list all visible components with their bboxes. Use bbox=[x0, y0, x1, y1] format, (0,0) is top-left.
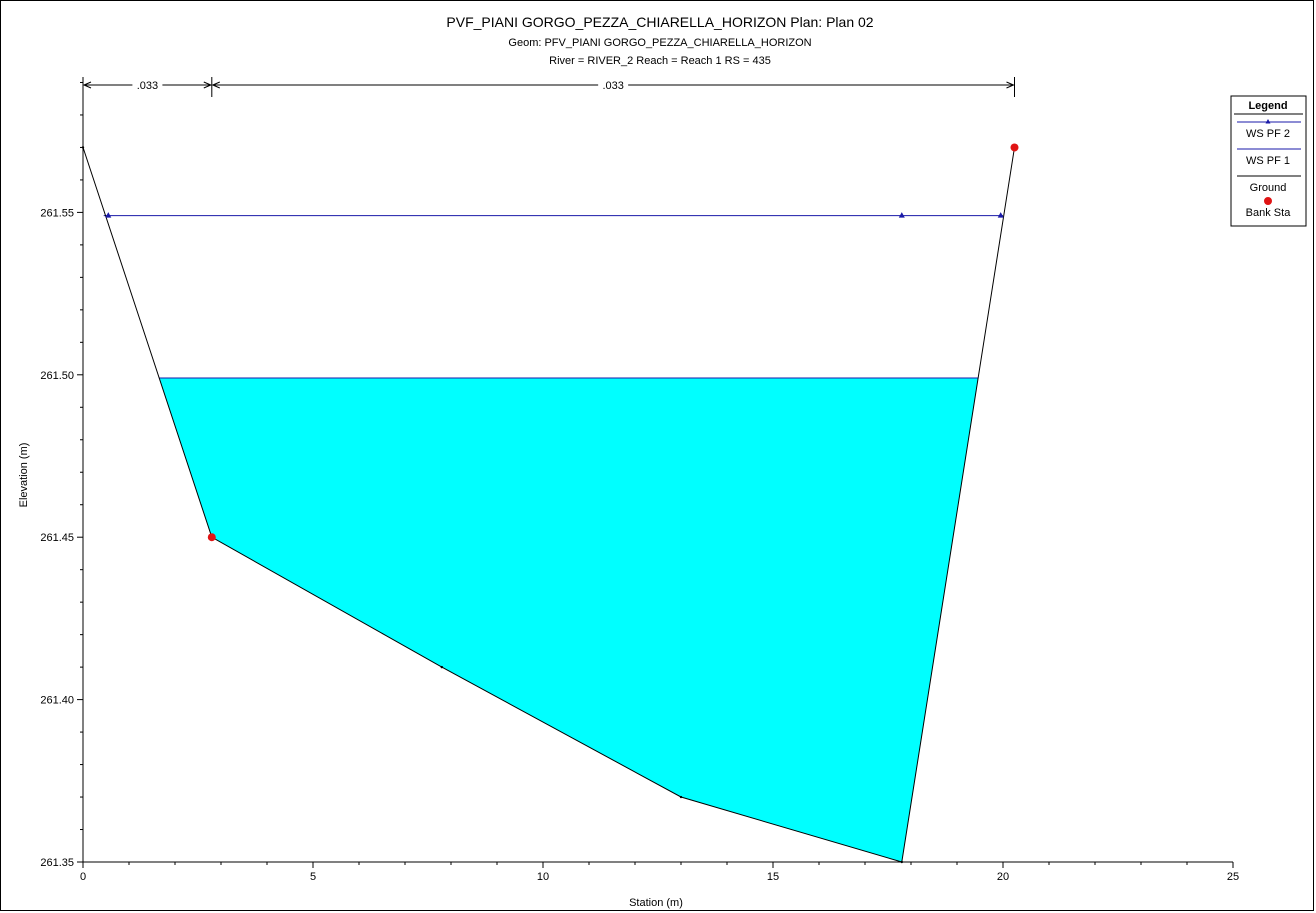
chart-subtitle-river: River = RIVER_2 Reach = Reach 1 RS = 435 bbox=[549, 55, 771, 67]
legend-label: WS PF 2 bbox=[1246, 128, 1290, 140]
legend: Legend WS PF 2 WS PF 1 Ground Bank Sta bbox=[1230, 95, 1307, 227]
y-tick-label: 261.45 bbox=[40, 532, 74, 544]
mannings-n-label: .033 bbox=[137, 80, 158, 92]
mannings-n-arrow bbox=[211, 81, 220, 89]
mannings-n-arrow bbox=[1006, 81, 1015, 89]
ws-pf2-marker bbox=[898, 212, 905, 218]
y-tick-label: 261.50 bbox=[40, 370, 74, 382]
y-tick-label: 261.55 bbox=[40, 207, 74, 219]
legend-title: Legend bbox=[1248, 100, 1287, 112]
x-tick-label: 25 bbox=[1227, 871, 1239, 883]
ws-pf2-marker bbox=[997, 212, 1004, 218]
ground-point bbox=[440, 665, 443, 669]
x-axis-title: Station (m) bbox=[629, 897, 683, 909]
x-tick-label: 15 bbox=[767, 871, 779, 883]
y-axis-title: Elevation (m) bbox=[18, 443, 30, 508]
chart-title: PVF_PIANI GORGO_PEZZA_CHIARELLA_HORIZON … bbox=[446, 14, 873, 30]
legend-bank-sta-marker bbox=[1264, 197, 1272, 205]
mannings-n-arrow bbox=[203, 81, 213, 89]
legend-label: Bank Sta bbox=[1246, 207, 1292, 219]
mannings-n-arrow bbox=[82, 81, 92, 89]
ground-line bbox=[82, 147, 1015, 863]
bank-station-marker bbox=[1010, 143, 1019, 152]
x-tick-label: 10 bbox=[537, 871, 549, 883]
x-tick-label: 0 bbox=[80, 871, 86, 883]
chart-subtitle-geom: Geom: PFV_PIANI GORGO_PEZZA_CHIARELLA_HO… bbox=[508, 37, 811, 49]
y-tick-label: 261.35 bbox=[40, 857, 74, 869]
legend-ws-pf2-marker bbox=[1265, 119, 1271, 124]
ground-point bbox=[679, 795, 683, 799]
legend-label: WS PF 1 bbox=[1246, 155, 1290, 167]
x-tick-label: 5 bbox=[310, 871, 316, 883]
legend-label: Ground bbox=[1250, 182, 1287, 194]
ws-pf2-marker bbox=[105, 212, 112, 218]
y-tick-label: 261.40 bbox=[40, 695, 74, 707]
x-tick-label: 20 bbox=[997, 871, 1009, 883]
bank-station-marker bbox=[207, 533, 216, 542]
mannings-n-label: .033 bbox=[602, 80, 623, 92]
ws-pf1-water-area bbox=[159, 378, 979, 862]
